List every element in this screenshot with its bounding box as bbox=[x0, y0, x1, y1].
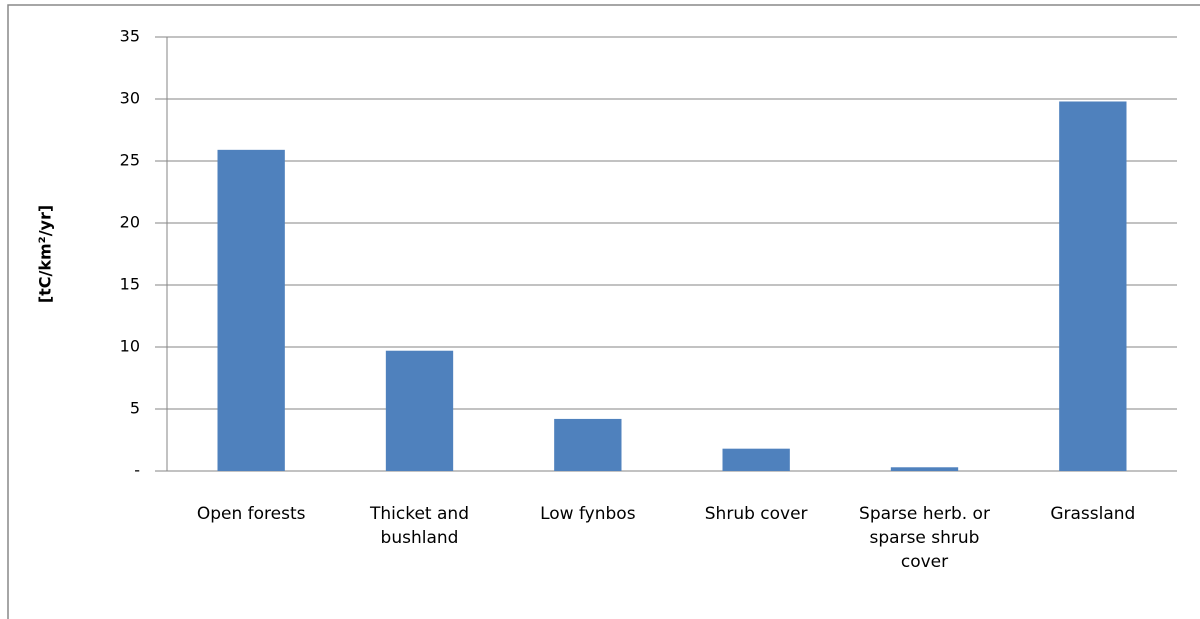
bar bbox=[890, 467, 959, 471]
y-tick-label: 25 bbox=[120, 151, 140, 170]
y-tick-label: 5 bbox=[130, 399, 140, 418]
bar bbox=[554, 418, 622, 471]
y-tick-label: 35 bbox=[120, 27, 140, 46]
y-tick-label: 15 bbox=[120, 275, 140, 294]
x-tick-label: Shrub cover bbox=[704, 504, 808, 524]
y-tick-label: 20 bbox=[120, 213, 140, 232]
x-tick-label: Grassland bbox=[1050, 504, 1136, 524]
y-tick-label: 10 bbox=[120, 337, 140, 356]
y-tick-label: - bbox=[134, 461, 140, 480]
bar bbox=[385, 350, 454, 471]
bar bbox=[722, 448, 790, 471]
x-tick-label: Low fynbos bbox=[540, 504, 636, 524]
y-tick-label: 30 bbox=[120, 89, 140, 108]
bar bbox=[217, 149, 285, 471]
chart-frame bbox=[7, 4, 1200, 619]
x-tick-label: Thicket and bushland bbox=[370, 504, 469, 548]
x-tick-label: Sparse herb. or sparse shrub cover bbox=[859, 504, 990, 572]
x-tick-label: Open forests bbox=[196, 504, 306, 524]
y-axis-label: [tC/km²/yr] bbox=[36, 205, 55, 303]
bar bbox=[1059, 101, 1127, 471]
